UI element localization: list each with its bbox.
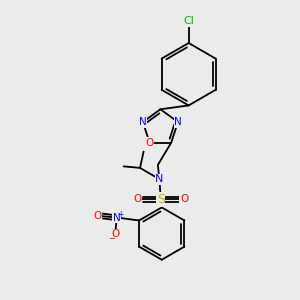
Text: −: −: [108, 234, 115, 243]
Text: N: N: [113, 212, 121, 223]
Text: O: O: [180, 194, 188, 204]
Text: +: +: [118, 210, 124, 219]
Text: N: N: [174, 117, 182, 127]
Text: O: O: [93, 211, 102, 221]
Text: N: N: [155, 174, 164, 184]
Text: N: N: [139, 117, 147, 127]
Text: O: O: [146, 138, 154, 148]
Text: O: O: [111, 230, 119, 239]
Text: S: S: [157, 193, 165, 206]
Text: O: O: [134, 194, 142, 204]
Text: Cl: Cl: [183, 16, 194, 26]
